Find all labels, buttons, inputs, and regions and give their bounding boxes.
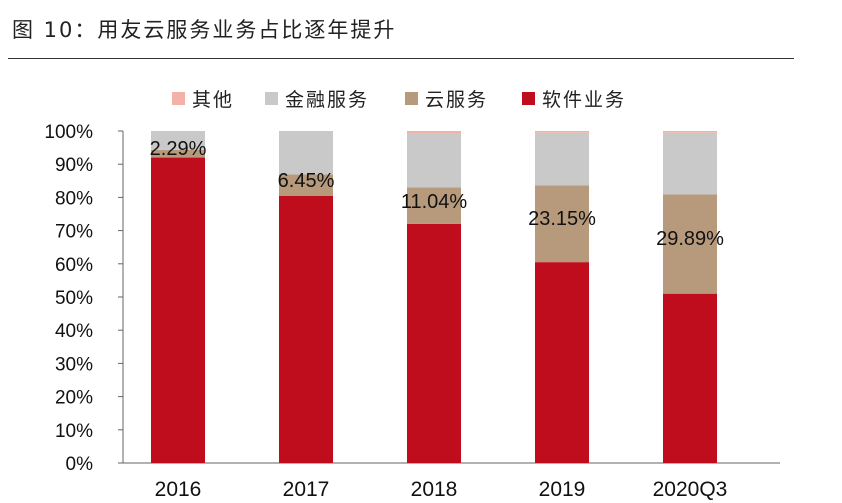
legend-label-software: 软件业务 [542,88,627,111]
x-tick-label: 2020Q3 [653,478,728,501]
bar-cloud-2019 [535,185,589,263]
chart-legend: 其他 金融服务 云服务 软件业务 [0,84,842,112]
y-tick-label: 30% [55,354,93,375]
y-tick-label: 20% [55,388,93,409]
legend-label-other: 其他 [192,88,235,111]
y-tick-label: 70% [55,222,93,243]
bar-software-2018 [407,223,461,463]
y-tick-label: 90% [55,155,93,176]
bar-cloud-2017 [279,174,333,196]
figure-title: 图 10：用友云服务业务占比逐年提升 [12,18,397,42]
bar-financial-2019 [535,132,589,186]
bar-software-2020q3 [663,293,717,463]
bar-other-2020q3 [663,131,717,133]
bar-cloud-2016 [151,149,205,158]
bar-cloud-2018 [407,187,461,224]
y-tick-label: 80% [55,188,93,209]
y-tick-label: 50% [55,288,93,309]
data-label-cloud-share: 6.45% [278,170,335,192]
bar-cloud-2020q3 [663,194,717,294]
bar-other-2019 [535,131,589,133]
legend-label-financial: 金融服务 [285,88,370,111]
bar-other-2018 [407,131,461,133]
bar-software-2017 [279,195,333,464]
data-label-cloud-share: 11.04% [401,191,468,213]
bar-financial-2016 [151,131,205,150]
data-label-cloud-share: 2.29% [150,138,207,160]
y-tick-label: 100% [44,122,93,143]
legend-item-cloud: 云服务 [405,84,488,112]
y-tick-label: 10% [55,421,93,442]
x-tick-label: 2016 [155,478,202,501]
legend-swatch-other [172,91,185,105]
x-tick-label: 2018 [411,478,458,501]
data-label-cloud-share: 29.89% [656,228,724,250]
y-tick-label: 60% [55,255,93,276]
bar-software-2016 [151,157,205,463]
legend-swatch-software [522,91,535,105]
title-divider [8,58,794,59]
y-tick-label: 40% [55,321,93,342]
bar-financial-2018 [407,132,461,188]
legend-item-financial: 金融服务 [265,84,369,112]
legend-swatch-cloud [405,91,418,105]
x-tick-label: 2017 [283,478,330,501]
bar-software-2019 [535,262,589,463]
legend-item-other: 其他 [172,84,234,112]
x-tick-label: 2019 [539,478,586,501]
legend-label-cloud: 云服务 [425,88,489,111]
y-tick-label: 0% [66,454,94,475]
legend-swatch-financial [265,91,278,105]
data-label-cloud-share: 23.15% [528,208,596,230]
bar-financial-2020q3 [663,132,717,195]
bar-financial-2017 [279,131,333,175]
legend-item-software: 软件业务 [522,84,626,112]
